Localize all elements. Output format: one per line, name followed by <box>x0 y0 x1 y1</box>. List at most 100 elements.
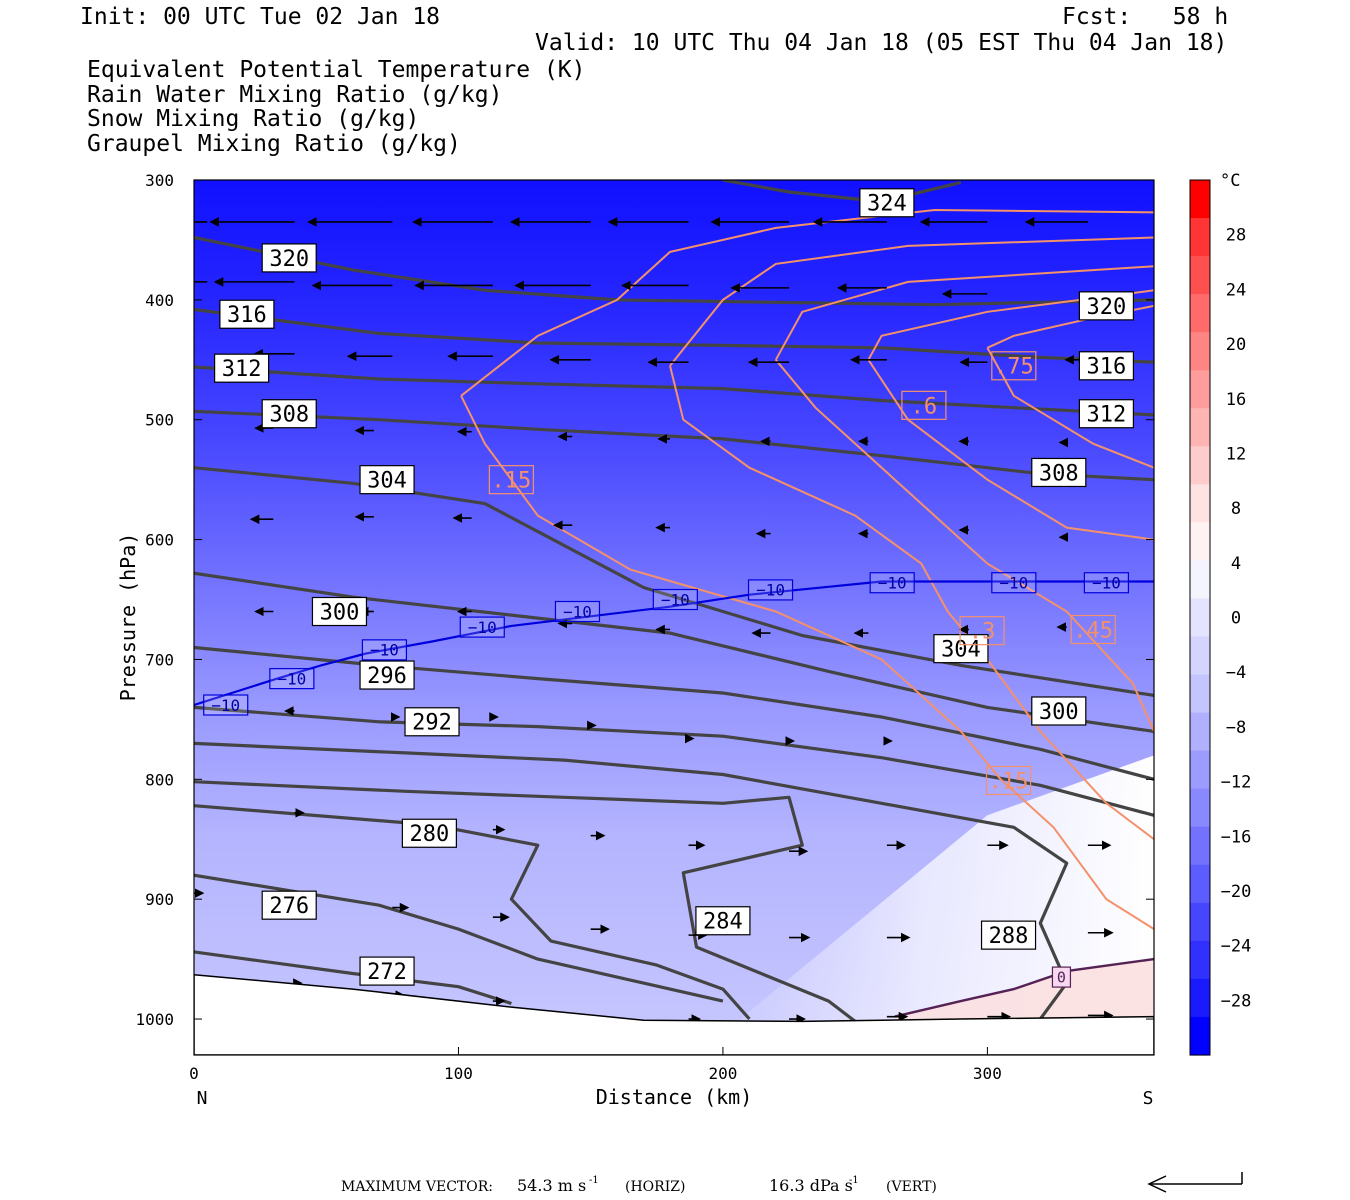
colorbar-segment <box>1190 1016 1210 1056</box>
theta-e-label: 292 <box>412 711 452 736</box>
max-vert-unit: (VERT) <box>886 1179 937 1195</box>
y-axis-label: Pressure (hPa) <box>116 533 140 702</box>
colorbar-segment <box>1190 636 1210 676</box>
colorbar-segment <box>1190 218 1210 257</box>
max-vert-value: 16.3 dPa s <box>769 1176 853 1195</box>
snow-line <box>775 359 1154 732</box>
snow-line <box>460 395 1154 930</box>
x-left-label: N <box>197 1088 208 1109</box>
isotherm-label: −10 <box>878 573 907 592</box>
colorbar-label: 8 <box>1231 499 1241 519</box>
theta-e-label: 284 <box>703 910 743 935</box>
colorbar-segment <box>1190 978 1210 1018</box>
snow-label-box <box>1070 614 1116 645</box>
theta-e-line-276 <box>194 873 724 1003</box>
colorbar-label: 12 <box>1226 444 1246 464</box>
snow-line <box>867 289 1154 361</box>
snow-label: .45 <box>1073 618 1113 643</box>
isotherm-label-box <box>747 579 794 601</box>
snow-label: .6 <box>911 394 938 419</box>
theta-e-label: 280 <box>409 822 449 847</box>
colorbar-unit: °C <box>1220 171 1240 191</box>
legend-graupel: Graupel Mixing Ratio (g/kg) <box>87 131 461 157</box>
theta-e-label-box <box>1031 696 1087 726</box>
valid-time: Valid: 10 UTC Thu 04 Jan 18 (05 EST Thu … <box>535 30 1228 56</box>
isotherm-minus10-line <box>194 580 1154 707</box>
snow-label-box <box>488 465 534 495</box>
plot-frame <box>193 179 1155 1056</box>
x-tick-label: 200 <box>708 1064 737 1083</box>
colorbar-label: 24 <box>1226 280 1246 300</box>
isotherm-label-box <box>652 588 698 611</box>
isotherm-label-box <box>991 572 1037 594</box>
theta-e-label: 272 <box>367 960 407 985</box>
theta-e-label: 324 <box>867 192 907 217</box>
snow-line <box>774 265 1154 361</box>
x-axis-label: Distance (km) <box>596 1085 753 1109</box>
y-tick-label: 900 <box>145 890 174 909</box>
theta-e-label: 308 <box>269 403 309 428</box>
theta-e-label-box <box>404 707 460 737</box>
colorbar-label: −28 <box>1221 991 1252 1011</box>
isotherm-label: −10 <box>1092 573 1121 592</box>
max-horiz-exp: -1 <box>589 1175 599 1186</box>
colorbar-label: −24 <box>1221 937 1252 957</box>
theta-e-label-box <box>1078 351 1134 381</box>
colorbar-segment <box>1190 902 1210 942</box>
colorbar-label: 4 <box>1231 554 1241 574</box>
colorbar-segment <box>1190 522 1210 562</box>
theta-e-label-box <box>261 399 317 429</box>
colorbar-label: −16 <box>1221 827 1252 847</box>
init-time: Init: 00 UTC Tue 02 Jan 18 <box>80 4 441 30</box>
isotherm-label: −10 <box>370 641 399 660</box>
footer: MAXIMUM VECTOR: 54.3 m s -1 (HORIZ) 16.3… <box>341 1172 1243 1195</box>
colorbar-label: 0 <box>1231 609 1241 629</box>
theta-e-label: 304 <box>941 638 981 663</box>
colorbar-label: −4 <box>1226 663 1246 683</box>
theta-e-label: 308 <box>1039 461 1079 486</box>
snow-line <box>669 365 1154 840</box>
theta-e-label-box <box>359 956 415 986</box>
theta-e-label: 296 <box>367 664 407 689</box>
colorbar-frame <box>1189 179 1211 1056</box>
max-vert-exp: -1 <box>849 1175 859 1186</box>
theta-e-label: 316 <box>227 303 267 328</box>
theta-e-label-box <box>1078 291 1134 321</box>
y-tick-label: 700 <box>145 650 174 669</box>
snow-label: .15 <box>989 769 1029 794</box>
y-tick-label: 600 <box>145 531 174 550</box>
above-zero-shading <box>894 959 1154 1026</box>
colorbar-segment <box>1190 712 1210 752</box>
colorbar-label: −20 <box>1221 882 1252 902</box>
max-vector-label: MAXIMUM VECTOR: <box>341 1179 493 1195</box>
theta-e-label: 288 <box>989 924 1029 949</box>
isotherm-label: −10 <box>999 573 1028 592</box>
theta-e-label: 276 <box>269 894 309 919</box>
colorbar-segment <box>1190 484 1210 523</box>
colorbar-segment <box>1190 294 1210 333</box>
snow-label: .15 <box>491 469 531 494</box>
isotherm-label: −10 <box>563 602 592 621</box>
theta-e-label-box <box>933 634 989 664</box>
colorbar-segment <box>1190 446 1210 485</box>
snow-label: .75 <box>994 355 1034 380</box>
theta-e-label: 320 <box>1087 295 1127 320</box>
theta-e-line-288 <box>194 741 1069 1020</box>
colorbar-segment <box>1190 408 1210 447</box>
theta-e-line-312 <box>194 365 1154 417</box>
theta-e-label-box <box>219 299 275 329</box>
isotherm-label: −10 <box>277 669 306 688</box>
theta-e-line-292 <box>194 705 1154 817</box>
colorbar-label: −8 <box>1226 718 1246 738</box>
isotherm-label: −10 <box>756 581 785 600</box>
theta-e-label: 312 <box>222 357 262 382</box>
theta-e-label-box <box>311 596 368 627</box>
x-tick-label: 300 <box>973 1064 1002 1083</box>
isotherm-label: −10 <box>468 618 497 637</box>
theta-e-label-box <box>980 920 1037 950</box>
theta-e-line-284 <box>194 780 857 1023</box>
theta-e-label-box <box>695 906 751 936</box>
theta-e-label: 304 <box>367 469 407 494</box>
colorbar-segment <box>1190 864 1210 904</box>
theta-e-label-box <box>214 353 270 383</box>
